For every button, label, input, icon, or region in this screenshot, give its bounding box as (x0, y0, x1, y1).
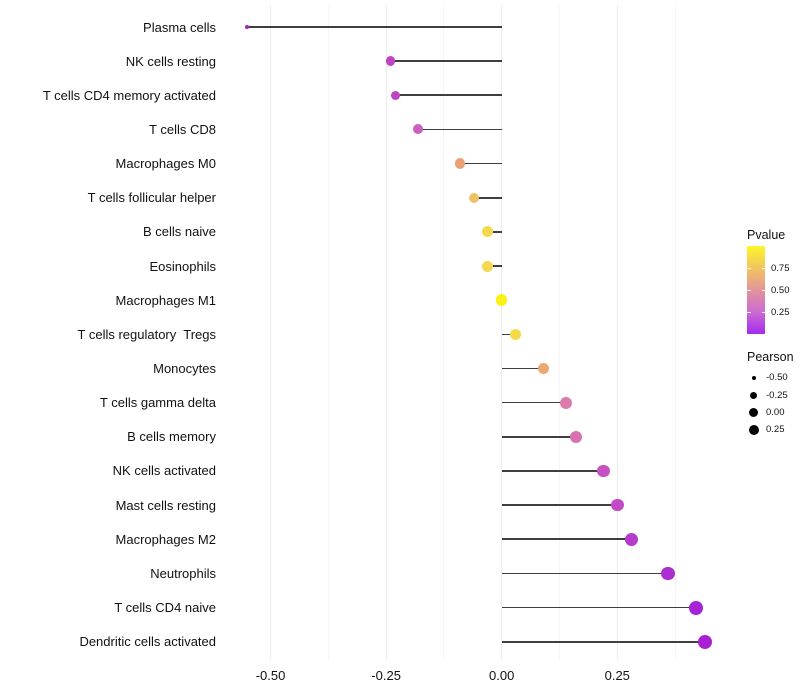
y-axis-label: Neutrophils (150, 565, 216, 581)
lollipop-stem (247, 26, 502, 28)
lollipop-dot (688, 600, 703, 615)
lollipop-dot (413, 124, 424, 135)
lollipop-stem (501, 504, 618, 506)
pearson-legend-label: 0.25 (766, 424, 785, 436)
y-axis-label: Eosinophils (149, 258, 217, 274)
gridline-major (616, 5, 618, 660)
lollipop-dot (569, 430, 582, 443)
y-axis-label: T cells regulatory Tregs (77, 326, 216, 342)
x-axis-tick-label: -0.25 (371, 668, 401, 683)
lollipop-stem (501, 367, 544, 370)
lollipop-dot (661, 566, 675, 581)
lollipop-stem (501, 538, 632, 541)
lollipop-stem (473, 196, 502, 199)
pvalue-colorbar-label: 0.50 (771, 284, 790, 296)
lollipop-dot (454, 158, 466, 169)
lollipop-stem (395, 94, 502, 97)
y-axis-label: B cells memory (127, 429, 216, 445)
lollipop-dot (390, 90, 401, 101)
y-axis-label: T cells gamma delta (99, 395, 216, 411)
lollipop-dot (509, 328, 522, 341)
y-axis-label: Mast cells resting (115, 497, 216, 513)
lollipop-stem (487, 265, 502, 267)
y-axis-label: T cells follicular helper (87, 190, 216, 206)
gridline-minor (674, 5, 676, 660)
y-axis-label: Macrophages M0 (115, 156, 216, 172)
gridline-major (501, 5, 503, 660)
y-axis-label: T cells CD4 naive (114, 600, 216, 616)
pvalue-colorbar-label: 0.25 (771, 306, 790, 318)
lollipop-stem (501, 435, 576, 438)
pearson-legend-dot (749, 407, 758, 417)
x-axis-tick-label: 0.00 (489, 668, 515, 683)
pvalue-colorbar-tick-right (761, 311, 765, 313)
gridline-major (385, 5, 387, 660)
lollipop-stem (418, 128, 502, 131)
lollipop-stem (390, 60, 502, 62)
lollipop-dot (482, 226, 494, 238)
y-axis-label: NK cells activated (112, 463, 216, 479)
lollipop-stem (501, 640, 706, 643)
x-axis-tick-label: -0.50 (255, 668, 286, 683)
lollipop-stem (501, 606, 696, 609)
pearson-legend-dot (750, 391, 757, 399)
pvalue-colorbar-label: 0.75 (771, 262, 790, 274)
y-axis-label: Macrophages M2 (115, 531, 216, 547)
pearson-legend-dot (748, 424, 759, 435)
lollipop-dot (495, 294, 508, 306)
gridline-minor (558, 5, 560, 660)
pearson-legend-dot (751, 375, 756, 380)
lollipop-dot (537, 362, 550, 375)
gridline-major (270, 5, 272, 660)
y-axis-label: Monocytes (153, 361, 216, 376)
y-axis-label: T cells CD8 (149, 121, 216, 137)
lollipop-dot (560, 396, 573, 409)
pvalue-legend-title: Pvalue (747, 228, 786, 242)
lollipop-dot (597, 464, 610, 478)
x-axis-tick-label: 0.25 (604, 668, 630, 683)
pvalue-colorbar-tick-left (747, 311, 751, 313)
lollipop-dot (611, 498, 624, 512)
pvalue-colorbar-tick-right (761, 267, 765, 269)
pearson-legend-label: -0.50 (766, 372, 788, 384)
lollipop-stem (487, 231, 502, 233)
gridline-minor (443, 5, 445, 660)
pearson-legend-label: -0.25 (766, 389, 788, 401)
lollipop-dot (245, 25, 250, 29)
lollipop-dot (468, 192, 480, 203)
lollipop-dot (482, 260, 494, 272)
y-axis-label: B cells naive (143, 224, 216, 240)
lollipop-stem (501, 333, 516, 336)
gridline-minor (327, 5, 329, 660)
pvalue-colorbar-tick-left (747, 289, 751, 291)
y-axis-label: Dendritic cells activated (79, 634, 216, 650)
y-axis-label: Plasma cells (143, 19, 216, 35)
lollipop-dot (698, 634, 713, 649)
pvalue-colorbar-tick-right (761, 289, 765, 291)
lollipop-stem (501, 470, 604, 472)
y-axis-label: NK cells resting (125, 53, 216, 69)
lollipop-stem (501, 572, 669, 575)
pearson-legend-label: 0.00 (766, 406, 785, 418)
lollipop-stem (460, 162, 502, 165)
pearson-legend-title: Pearson (747, 350, 794, 364)
lollipop-stem (501, 401, 567, 404)
pvalue-colorbar (747, 246, 765, 334)
y-axis-label: T cells CD4 memory activated (42, 87, 216, 103)
lollipop-dot (385, 56, 396, 66)
y-axis-label: Macrophages M1 (115, 292, 216, 308)
lollipop-dot (624, 532, 638, 546)
pvalue-colorbar-tick-left (747, 267, 751, 269)
